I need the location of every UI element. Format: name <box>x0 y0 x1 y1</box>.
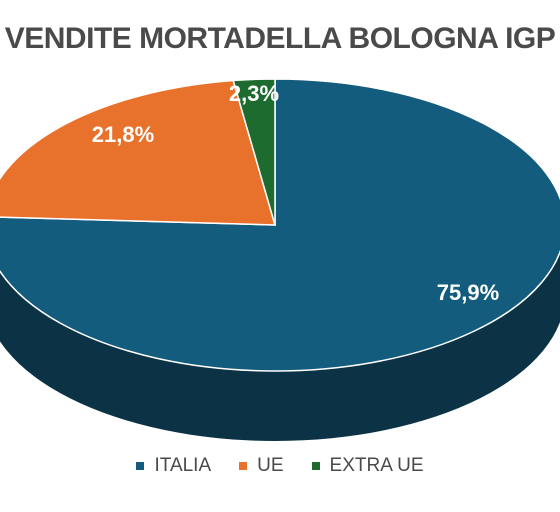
legend-label: ITALIA <box>154 455 212 476</box>
chart-title: VENDITE MORTADELLA BOLOGNA IGP <box>4 22 556 55</box>
legend-swatch <box>239 462 248 470</box>
data-label-italia: 75,9% <box>437 280 499 305</box>
legend-item-italia: ITALIA <box>136 455 211 477</box>
legend-item-extra-ue: EXTRA UE <box>311 455 424 477</box>
chart-legend: ITALIA UE EXTRA UE <box>0 455 560 477</box>
legend-item-ue: UE <box>239 455 284 477</box>
legend-label: EXTRA UE <box>329 455 424 476</box>
legend-swatch <box>311 462 320 470</box>
pie-slice-ue <box>0 79 277 226</box>
pie-slice-italia <box>0 78 560 372</box>
data-label-ue: 21,8% <box>92 122 154 147</box>
data-label-extra-ue: 2,3% <box>229 81 279 106</box>
pie-slice-extra-ue <box>232 78 276 226</box>
pie-side-italia <box>0 251 560 441</box>
legend-swatch <box>136 462 145 470</box>
legend-label: UE <box>257 455 284 476</box>
